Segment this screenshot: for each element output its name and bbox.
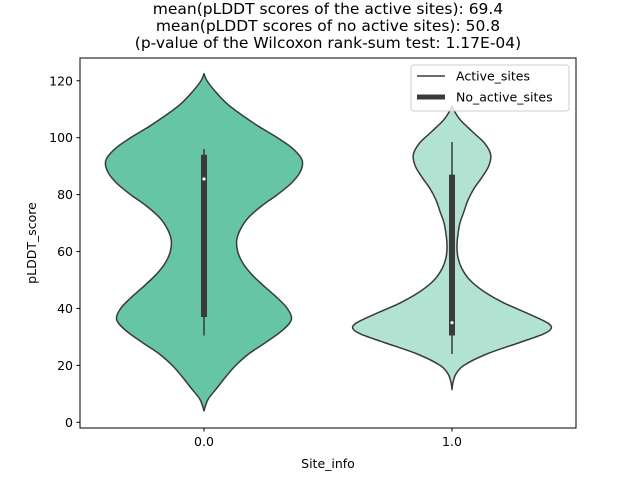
x-tick-label: 0.0 bbox=[194, 434, 214, 449]
y-tick-label: 0 bbox=[65, 415, 73, 430]
legend-box bbox=[410, 64, 570, 112]
y-axis-label: pLDDT_score bbox=[24, 202, 39, 284]
x-axis-label: Site_info bbox=[301, 456, 355, 471]
y-tick-label: 100 bbox=[49, 130, 73, 145]
y-tick-label: 20 bbox=[57, 358, 73, 373]
legend: Active_sites No_active_sites bbox=[410, 64, 570, 112]
y-tick-label: 40 bbox=[57, 301, 73, 316]
violin-1-0 bbox=[351, 105, 553, 391]
violin-0-0 bbox=[104, 72, 304, 412]
x-tick-label: 1.0 bbox=[442, 434, 462, 449]
violin-iqr-box bbox=[449, 174, 455, 336]
x-axis-ticks: 0.0 1.0 bbox=[194, 428, 462, 449]
legend-label-no-active-sites: No_active_sites bbox=[456, 90, 553, 105]
violin-median bbox=[450, 321, 454, 325]
title-line-2: mean(pLDDT scores of no active sites): 5… bbox=[156, 17, 500, 35]
title-line-1: mean(pLDDT scores of the active sites): … bbox=[153, 0, 503, 18]
y-tick-label: 60 bbox=[57, 244, 73, 259]
y-axis-ticks: 0 20 40 60 80 100 120 bbox=[49, 73, 80, 430]
plot-frame bbox=[79, 57, 577, 429]
y-tick-label: 80 bbox=[57, 187, 73, 202]
legend-label-active-sites: Active_sites bbox=[456, 69, 530, 84]
title-line-3: (p-value of the Wilcoxon rank-sum test: … bbox=[135, 34, 521, 52]
y-tick-label: 120 bbox=[49, 73, 73, 88]
violin-median bbox=[202, 177, 206, 181]
violin-iqr-box bbox=[201, 154, 207, 317]
chart-title: mean(pLDDT scores of the active sites): … bbox=[135, 0, 521, 52]
violins-group bbox=[104, 72, 553, 412]
